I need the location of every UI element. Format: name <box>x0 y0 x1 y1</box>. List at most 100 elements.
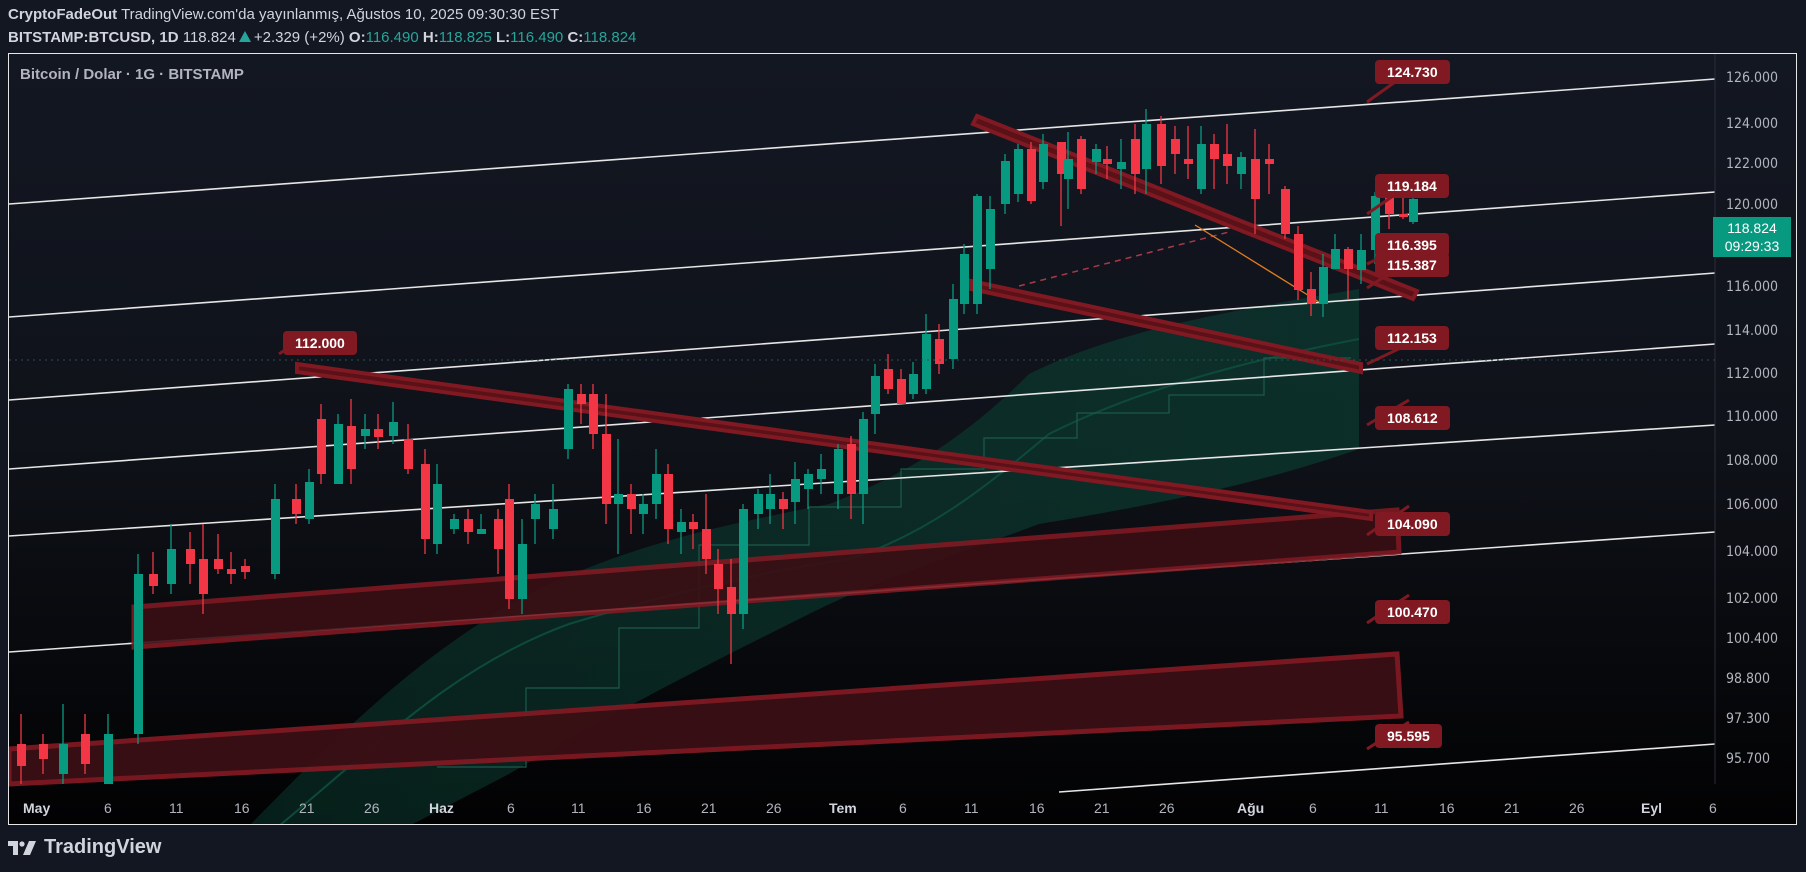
candle <box>1057 142 1066 174</box>
price-tick: 95.700 <box>1726 751 1771 767</box>
candle <box>305 482 314 519</box>
candle <box>1307 289 1316 304</box>
time-tick: 16 <box>234 800 250 816</box>
candle <box>334 424 343 484</box>
candle <box>1064 159 1073 179</box>
candle <box>791 479 800 502</box>
candle <box>374 429 383 437</box>
candle <box>1344 249 1353 269</box>
candle <box>450 519 459 529</box>
time-tick: 21 <box>1094 800 1110 816</box>
wedge-upper-line <box>970 113 1420 302</box>
candle <box>754 494 763 514</box>
candle <box>389 422 398 436</box>
open-label: O: <box>348 29 366 46</box>
candle <box>689 522 698 529</box>
candle <box>949 299 958 359</box>
time-tick: 16 <box>1029 800 1045 816</box>
candle <box>1319 267 1328 304</box>
candle <box>817 469 826 479</box>
tradingview-logo[interactable]: TradingView <box>8 836 161 859</box>
candle <box>1357 250 1366 270</box>
candle <box>897 379 906 404</box>
price-tick: 122.000 <box>1726 156 1779 172</box>
low-label: L: <box>495 29 511 46</box>
price-callout[interactable]: 112.153 <box>1375 326 1449 350</box>
candle <box>727 587 736 614</box>
price-tick: 102.000 <box>1726 591 1779 607</box>
candle <box>1131 139 1140 174</box>
candle <box>361 429 370 436</box>
time-tick: 11 <box>1374 800 1389 816</box>
candle <box>292 499 301 514</box>
high-value: 118.825 <box>438 29 492 46</box>
candle <box>494 519 503 549</box>
candle <box>347 426 356 469</box>
candle <box>564 389 573 449</box>
candle <box>477 529 486 534</box>
price-tick: 106.000 <box>1726 497 1779 513</box>
candle <box>1331 249 1340 269</box>
time-tick: 6 <box>507 800 515 816</box>
candle <box>766 494 775 509</box>
candle <box>1077 139 1086 189</box>
time-tick: 6 <box>1309 800 1317 816</box>
candle <box>199 559 208 594</box>
price-callout[interactable]: 108.612 <box>1375 406 1450 430</box>
step-line <box>437 357 1351 768</box>
price-tick: 110.000 <box>1726 409 1779 425</box>
candle <box>739 509 748 614</box>
time-tick: 21 <box>299 800 315 816</box>
close-value: 118.824 <box>583 29 637 46</box>
candle <box>134 574 143 734</box>
candle <box>652 474 661 504</box>
price-callout[interactable]: 95.595 <box>1375 724 1442 748</box>
time-tick: 6 <box>104 800 112 816</box>
time-tick: 6 <box>1709 800 1717 816</box>
candle <box>271 499 280 574</box>
price-tick: 98.800 <box>1726 671 1771 687</box>
candle <box>577 394 586 404</box>
price-callout[interactable]: 104.090 <box>1375 512 1450 536</box>
price-callout[interactable]: 100.470 <box>1375 600 1450 624</box>
chart-pane[interactable]: Bitcoin / Dolar · 1G · BITSTAMP 126.000 … <box>8 53 1797 825</box>
price-callout[interactable]: 119.184 <box>1375 174 1449 198</box>
last-price-label: 118.824 09:29:33 <box>1713 217 1791 257</box>
candle <box>627 494 636 509</box>
price-tick: 120.000 <box>1726 197 1779 213</box>
candle <box>602 434 611 504</box>
candle <box>404 439 413 469</box>
brand-name: TradingView <box>44 836 162 858</box>
candle <box>922 334 931 389</box>
up-arrow-icon <box>238 31 251 42</box>
candle <box>1117 162 1126 169</box>
high-label: H: <box>422 29 439 46</box>
candle <box>614 494 623 504</box>
price-tick: 116.000 <box>1726 279 1779 295</box>
candle <box>17 744 26 766</box>
author-name[interactable]: CryptoFadeOut <box>8 6 118 23</box>
candle <box>871 376 880 414</box>
price-callout[interactable]: 112.000 <box>283 331 357 355</box>
time-tick: 26 <box>1159 800 1175 816</box>
price-tick: 124.000 <box>1726 116 1779 132</box>
price-callout[interactable]: 124.730 <box>1375 60 1450 84</box>
candle <box>779 499 788 509</box>
candle <box>884 369 893 389</box>
candle <box>81 734 90 764</box>
candle <box>531 504 540 519</box>
candle <box>1027 149 1036 201</box>
candle <box>549 509 558 529</box>
candle <box>433 484 442 544</box>
candle <box>505 499 514 599</box>
price-callout[interactable]: 115.387 <box>1375 253 1449 277</box>
candle <box>1157 124 1166 166</box>
candle <box>1281 189 1290 234</box>
chart-canvas[interactable] <box>9 54 1797 825</box>
candle <box>1371 196 1380 250</box>
candle <box>935 339 944 364</box>
candle <box>834 449 843 494</box>
price-tick: 126.000 <box>1726 70 1779 86</box>
close-label: C: <box>567 29 584 46</box>
tradingview-logo-icon <box>8 840 36 855</box>
